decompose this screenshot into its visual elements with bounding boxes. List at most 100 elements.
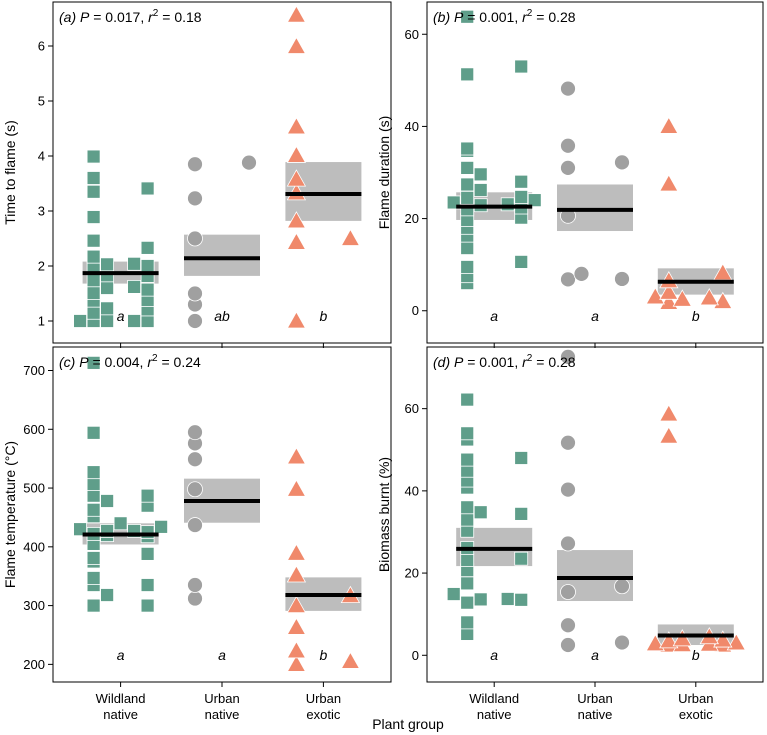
data-point xyxy=(127,314,141,328)
data-point xyxy=(86,171,101,185)
panel-header: (b) P = 0.001, r2 = 0.28 xyxy=(433,8,576,25)
y-tick-label: 40 xyxy=(405,483,419,498)
data-point xyxy=(73,314,87,328)
data-point xyxy=(460,160,475,175)
data-point xyxy=(560,617,576,634)
x-axis-title: Plant group xyxy=(372,716,444,732)
data-point xyxy=(127,279,141,294)
data-point xyxy=(73,522,87,537)
data-point xyxy=(713,291,733,309)
data-point xyxy=(286,617,307,635)
y-tick-label: 40 xyxy=(405,119,419,134)
panel-letter: (a) xyxy=(59,9,80,25)
data-point xyxy=(659,116,679,134)
data-point xyxy=(560,137,576,154)
data-point xyxy=(140,282,155,297)
x-group-label: native xyxy=(578,707,613,722)
y-tick-label: 4 xyxy=(38,149,45,164)
x-group-label: Wildland xyxy=(469,691,519,706)
data-point xyxy=(473,183,488,197)
data-point xyxy=(187,577,203,593)
y-tick-label: 300 xyxy=(23,598,45,613)
data-point xyxy=(560,637,576,653)
data-point xyxy=(460,627,475,641)
data-point xyxy=(473,592,488,607)
panel-header: (a) P = 0.017, r2 = 0.18 xyxy=(59,8,202,25)
x-group-label: native xyxy=(103,707,138,722)
data-point xyxy=(100,281,114,295)
data-point xyxy=(614,634,630,651)
data-point xyxy=(86,571,101,585)
data-point xyxy=(86,286,101,300)
data-point xyxy=(140,525,155,540)
significance-letter: b xyxy=(692,308,700,324)
data-point xyxy=(514,174,529,189)
data-point xyxy=(514,451,529,465)
y-tick-label: 0 xyxy=(412,648,419,663)
data-point xyxy=(286,117,307,135)
data-point xyxy=(473,167,488,182)
y-tick-label: 60 xyxy=(405,27,419,42)
data-point xyxy=(460,67,475,82)
data-point xyxy=(560,159,576,176)
r2-value: = 0.28 xyxy=(532,354,575,370)
data-point xyxy=(154,519,169,534)
data-point xyxy=(560,80,576,97)
data-point xyxy=(659,631,679,649)
data-point xyxy=(726,633,746,651)
data-point xyxy=(187,451,203,468)
y-tick-label: 6 xyxy=(38,39,45,54)
data-point xyxy=(86,184,101,199)
r2-symbol: r xyxy=(522,9,528,25)
data-point xyxy=(514,190,529,204)
data-point xyxy=(140,578,155,592)
data-point xyxy=(187,313,203,329)
data-point xyxy=(86,149,101,164)
data-point xyxy=(286,565,307,583)
data-point xyxy=(113,516,128,531)
data-point xyxy=(659,174,679,192)
r2-symbol: r xyxy=(147,354,153,370)
p-value: = 0.017, xyxy=(89,9,148,25)
data-point xyxy=(86,488,101,503)
data-point xyxy=(286,211,307,229)
data-point xyxy=(100,314,114,328)
data-point xyxy=(140,598,155,613)
data-point xyxy=(286,641,307,659)
panel-letter: (d) xyxy=(433,354,454,370)
data-point xyxy=(187,590,203,607)
data-point xyxy=(614,578,630,595)
data-point xyxy=(340,228,361,246)
data-point xyxy=(527,193,542,208)
r2-value: = 0.18 xyxy=(158,9,201,25)
data-point xyxy=(560,535,576,552)
data-point xyxy=(460,177,475,192)
r2-value: = 0.28 xyxy=(532,9,575,25)
r2-exponent: 2 xyxy=(152,353,158,364)
x-group-label: Urban xyxy=(306,691,341,706)
p-value: = 0.001, xyxy=(463,9,522,25)
significance-letter: a xyxy=(591,308,599,324)
panel-a: 1 2 3 4 5 6 Time to flame (s) a ab b (a) P = 0.017… xyxy=(2,1,392,348)
significance-letter: ab xyxy=(214,308,230,324)
y-tick-label: 20 xyxy=(405,566,419,581)
data-point xyxy=(460,595,475,610)
data-point xyxy=(86,210,101,224)
x-group-label: Wildland xyxy=(96,691,146,706)
p-symbol: P xyxy=(80,9,90,25)
data-point xyxy=(86,273,101,288)
y-tick-label: 600 xyxy=(23,422,45,437)
significance-letter: b xyxy=(692,647,700,663)
data-point xyxy=(187,424,203,441)
x-group-label: exotic xyxy=(306,707,340,722)
data-point xyxy=(86,551,101,565)
data-point xyxy=(140,546,155,561)
p-value: = 0.004, xyxy=(89,354,148,370)
data-point xyxy=(460,190,475,205)
data-point xyxy=(560,271,576,288)
data-point xyxy=(500,592,515,606)
y-tick-label: 700 xyxy=(23,363,45,378)
data-point xyxy=(514,506,529,521)
data-point xyxy=(460,452,475,467)
data-point xyxy=(140,181,155,196)
